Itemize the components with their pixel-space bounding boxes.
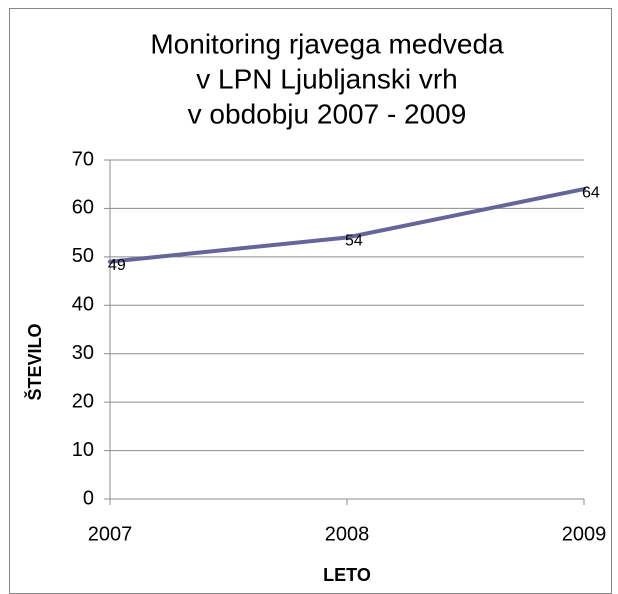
x-tick-label: 2008 [325,523,370,545]
data-label: 64 [582,184,600,201]
y-tick-label: 70 [72,148,94,170]
data-label: 49 [108,257,126,274]
x-axis-title: LETO [323,565,371,585]
chart-title: Monitoring rjavega medveda [150,28,504,59]
chart-title: v LPN Ljubljanski vrh [196,63,457,94]
chart-title: v obdobju 2007 - 2009 [188,98,467,129]
y-axis-title: ŠTEVILO [24,323,45,400]
data-label: 54 [345,233,363,250]
y-tick-label: 0 [83,487,94,509]
x-tick-label: 2009 [562,523,607,545]
x-tick-label: 2007 [88,523,133,545]
y-tick-label: 40 [72,294,94,316]
y-tick-label: 60 [72,197,94,219]
line-series [108,187,586,264]
chart-frame [9,8,612,594]
y-tick-label: 30 [72,342,94,364]
y-tick-label: 10 [72,439,94,461]
y-tick-label: 20 [72,390,94,412]
y-tick-label: 50 [72,245,94,267]
